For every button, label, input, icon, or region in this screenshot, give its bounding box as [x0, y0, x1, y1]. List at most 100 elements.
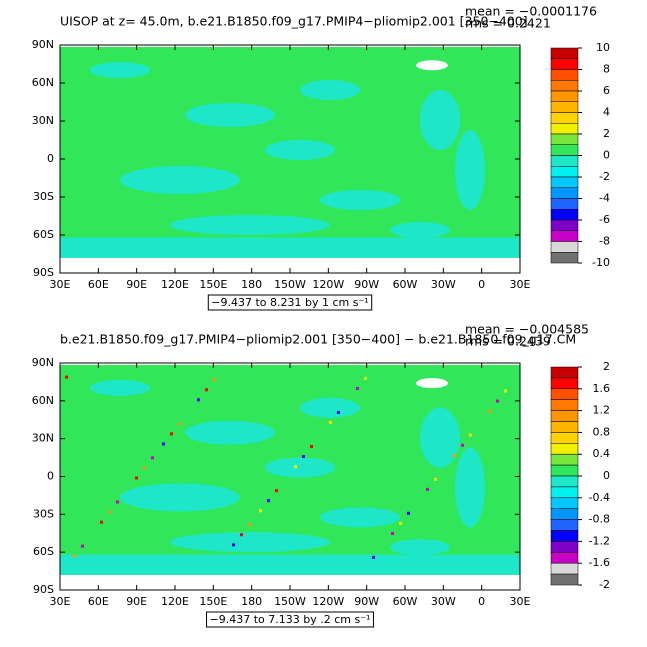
colorbar-label: 2 [603, 127, 610, 140]
field-speck [329, 421, 332, 425]
greenland [416, 378, 448, 389]
colorbar-label: -1.6 [589, 556, 610, 569]
colorbar-box [550, 209, 579, 221]
x-tick-label: 120W [312, 595, 344, 608]
colorbar-box [550, 90, 579, 102]
colorbar-box [550, 497, 579, 509]
colorbar-label: 1.6 [593, 382, 611, 395]
field-speck [151, 456, 154, 460]
field-speck [65, 375, 68, 379]
field-speck [267, 499, 270, 503]
field-speck [108, 510, 111, 514]
greenland [416, 60, 448, 71]
x-tick-label: 0 [478, 278, 485, 291]
field-speck [426, 487, 429, 491]
colorbar-box [550, 399, 579, 411]
colorbar-box [550, 410, 579, 422]
field-speck [135, 476, 138, 480]
colorbar-label: -2 [599, 170, 610, 183]
colorbar-box [550, 508, 579, 520]
range-label: −9.437 to 7.133 by .2 cm s⁻¹ [210, 613, 371, 626]
colorbar-label: 6 [603, 84, 610, 97]
field-speck [399, 521, 402, 525]
y-tick-label: 60N [32, 394, 54, 407]
field-patch [265, 140, 335, 160]
field-speck [248, 523, 251, 527]
colorbar-box [550, 133, 579, 145]
colorbar-label: -1.2 [589, 534, 610, 547]
x-tick-label: 30W [431, 595, 456, 608]
field-speck [178, 422, 181, 426]
field-speck [294, 465, 297, 469]
y-tick-label: 30S [33, 507, 54, 520]
range-box [207, 294, 373, 311]
colorbar-label: -2 [599, 578, 610, 591]
colorbar-label: -4 [599, 192, 610, 205]
colorbar-box [550, 443, 579, 455]
colorbar-box [550, 552, 579, 564]
y-tick-label: 0 [47, 470, 54, 483]
x-tick-label: 150W [274, 278, 306, 291]
x-tick-label: 150W [274, 595, 306, 608]
range-label: −9.437 to 8.231 by 1 cm s⁻¹ [211, 296, 368, 309]
y-tick-label: 60S [33, 228, 54, 241]
x-tick-label: 90W [354, 595, 379, 608]
colorbar-label: 2 [603, 360, 610, 373]
colorbar-label: 8 [603, 63, 610, 76]
field-speck [434, 477, 437, 481]
colorbar-box [550, 562, 579, 575]
x-tick-label: 180 [241, 595, 262, 608]
field-patch [300, 80, 360, 100]
field-speck [496, 399, 499, 403]
colorbar-box [550, 176, 579, 188]
field-speck [100, 520, 103, 524]
x-tick-label: 0 [478, 595, 485, 608]
colorbar-label: 0.4 [593, 447, 611, 460]
colorbar-box [550, 366, 579, 379]
x-tick-label: 90W [354, 278, 379, 291]
x-tick-label: 30E [510, 595, 531, 608]
colorbar-label: -6 [599, 213, 610, 226]
field-patch [390, 222, 450, 238]
x-tick-label: 120E [161, 278, 189, 291]
y-tick-label: 90S [33, 266, 54, 279]
colorbar-label: -0.8 [589, 513, 610, 526]
x-tick-label: 150E [199, 278, 227, 291]
field-speck [205, 388, 208, 392]
x-tick-label: 90E [126, 595, 147, 608]
colorbar-label: 1.2 [593, 404, 611, 417]
x-tick-label: 30W [431, 278, 456, 291]
field-speck [302, 455, 305, 459]
y-tick-label: 60N [32, 76, 54, 89]
field-speck [259, 509, 262, 513]
field-speck [461, 443, 464, 447]
field-patch [455, 447, 485, 528]
field-speck [73, 554, 76, 558]
field-patch [60, 237, 520, 258]
field-patch [185, 420, 275, 445]
y-tick-label: 90N [32, 356, 54, 369]
y-tick-label: 30N [32, 114, 54, 127]
colorbar-box [550, 47, 579, 59]
colorbar-label: -10 [592, 256, 610, 269]
colorbar-box [550, 252, 579, 264]
y-tick-label: 30S [33, 190, 54, 203]
field-patch [420, 90, 460, 150]
field-patch [60, 554, 520, 575]
colorbar-box [550, 187, 579, 199]
range-box [206, 611, 374, 628]
field-speck [240, 533, 243, 537]
colorbar-label: -0.4 [589, 491, 610, 504]
x-tick-label: 30E [510, 278, 531, 291]
field-speck [81, 544, 84, 548]
x-tick-label: 120W [312, 278, 344, 291]
field-patch [265, 457, 335, 478]
field-patch [420, 407, 460, 468]
field-speck [143, 466, 146, 470]
field-speck [391, 531, 394, 535]
colorbar-label: 10 [596, 41, 610, 54]
y-tick-label: 0 [47, 152, 54, 165]
field-speck [504, 389, 507, 393]
field-patch [120, 483, 240, 512]
